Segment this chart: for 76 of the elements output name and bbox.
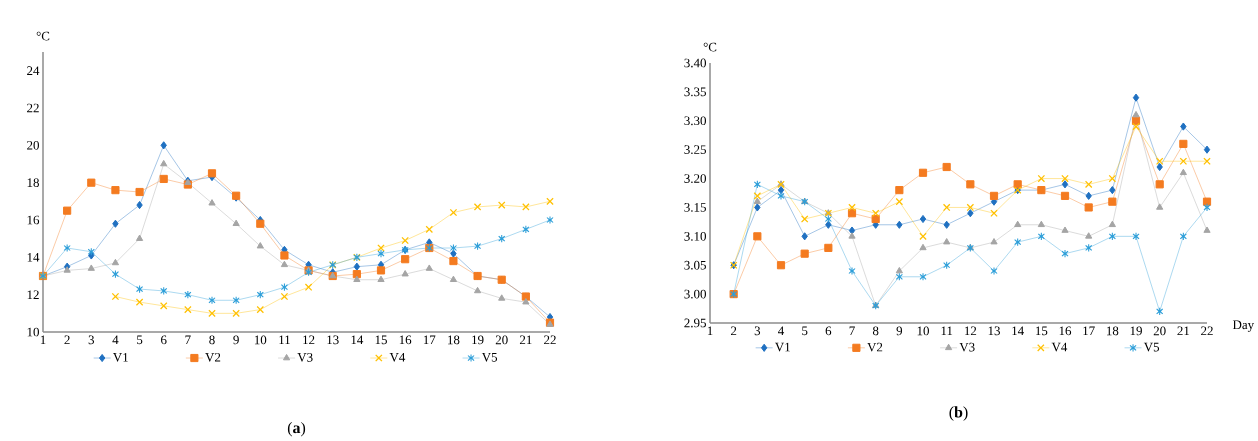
x-tick-label: 6 — [825, 326, 832, 336]
x-tick-label: 3 — [88, 335, 95, 345]
x-tick-label: 12 — [965, 326, 977, 336]
x-tick-label: 21 — [1177, 326, 1190, 336]
y-tick-label: 3.35 — [684, 87, 706, 97]
x-tick-label: 5 — [802, 326, 808, 336]
y-tick-label: 3.00 — [684, 289, 706, 299]
legend-label: V3 — [297, 352, 313, 362]
x-tick-label: 19 — [472, 335, 484, 345]
x-tick-label: 7 — [185, 335, 191, 344]
x-tick-label: 15 — [375, 335, 387, 345]
y-axis-title: °C — [703, 42, 717, 52]
x-tick-label: 14 — [1012, 326, 1024, 336]
y-tick-label: 3.10 — [684, 231, 706, 241]
x-tick-label: 20 — [1153, 326, 1166, 336]
y-tick-label: 20 — [27, 140, 39, 150]
legend-label: V1 — [112, 353, 128, 362]
x-tick-label: 2 — [731, 326, 737, 336]
x-tick-label: 11 — [279, 335, 290, 345]
x-tick-label: 16 — [1059, 326, 1072, 336]
x-tick-label: 10 — [254, 335, 267, 345]
x-tick-label: 8 — [872, 326, 879, 336]
y-tick-label: 22 — [27, 103, 39, 113]
y-tick-label: 3.05 — [684, 260, 706, 270]
legend-label: V5 — [481, 353, 498, 362]
y-tick-label: 24 — [27, 66, 40, 75]
x-tick-label: 8 — [209, 335, 215, 345]
legend-label: V5 — [1143, 342, 1160, 352]
x-tick-label: 1 — [40, 335, 46, 345]
y-tick-label: 3.40 — [684, 58, 706, 68]
x-tick-label: 13 — [988, 326, 1000, 336]
x-tick-label: 15 — [1036, 326, 1048, 336]
legend-label: V3 — [959, 342, 975, 352]
y-tick-label: 16 — [27, 215, 40, 225]
x-tick-label: 14 — [351, 335, 364, 345]
x-tick-label: 9 — [896, 326, 903, 336]
y-tick-label: 3.15 — [684, 203, 706, 212]
x-tick-label: 19 — [1130, 326, 1142, 336]
x-tick-label: 20 — [495, 335, 508, 345]
x-tick-label: 1 — [707, 326, 713, 336]
legend-label: V2 — [205, 352, 221, 362]
x-tick-label: 5 — [137, 335, 143, 345]
x-tick-label: 9 — [233, 335, 239, 345]
x-tick-label: 13 — [327, 335, 339, 345]
x-tick-label: 18 — [1107, 326, 1119, 336]
x-tick-label: 21 — [519, 335, 532, 345]
y-tick-label: 18 — [27, 178, 39, 188]
x-tick-label: 22 — [544, 335, 556, 345]
legend-label: V1 — [775, 342, 790, 352]
y-tick-label: 12 — [27, 290, 39, 299]
x-tick-label: 4 — [112, 335, 119, 345]
x-tick-label: 4 — [778, 326, 785, 336]
x-tick-label: 7 — [849, 326, 855, 335]
x-tick-label: 17 — [423, 335, 436, 345]
y-tick-label: 3.25 — [684, 145, 706, 155]
legend-label: V4 — [389, 353, 406, 362]
x-tick-label: 3 — [754, 326, 761, 336]
x-tick-label: 2 — [64, 335, 70, 345]
text: (a) — [287, 421, 306, 437]
y-tick-label: 14 — [27, 253, 40, 262]
y-axis-title: °C — [36, 31, 50, 41]
x-tick-label: 6 — [161, 335, 167, 345]
legend-label: V4 — [1051, 342, 1068, 352]
x-tick-label: 17 — [1083, 326, 1095, 336]
y-tick-label: 3.20 — [684, 174, 706, 183]
x-tick-label: 10 — [917, 326, 929, 336]
y-tick-label: 2.95 — [684, 318, 706, 328]
x-tick-label: 22 — [1201, 326, 1213, 336]
x-tick-label: 11 — [941, 326, 953, 336]
x-tick-label: 12 — [303, 335, 315, 345]
x-tick-label: 18 — [448, 335, 460, 345]
text: (b) — [949, 406, 968, 421]
x-axis-title: Day — [1232, 320, 1255, 332]
legend-label: V2 — [867, 342, 883, 352]
y-tick-label: 3.30 — [684, 116, 706, 126]
x-tick-label: 16 — [399, 335, 412, 345]
